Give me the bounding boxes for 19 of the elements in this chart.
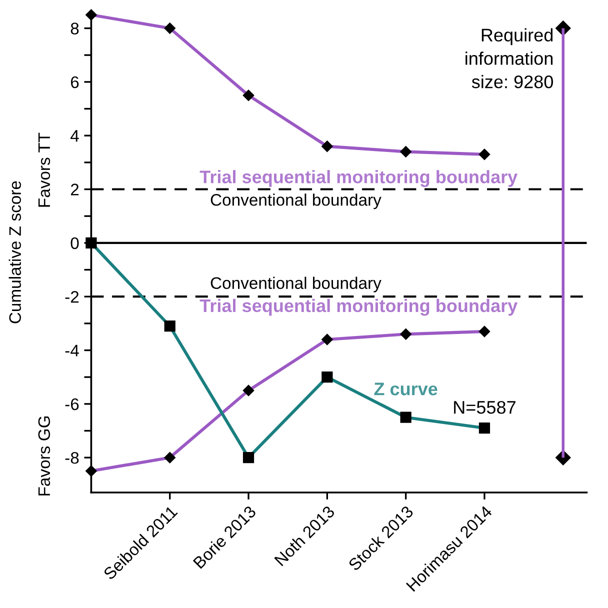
y-tick-label: 0 <box>70 237 79 250</box>
annotation: N=5587 <box>454 400 516 414</box>
y-tick-label: -2 <box>65 290 79 303</box>
annotation: Required information size: 9280 <box>466 28 553 88</box>
y-tick-label: 6 <box>70 76 79 88</box>
series-label: Trial sequential monitoring boundary <box>200 298 518 316</box>
y-axis-title: Cumulative Z score <box>8 181 22 324</box>
y-tick-label: -8 <box>65 452 79 464</box>
y-tick-label: 4 <box>70 130 79 142</box>
y-tick-label: 8 <box>70 22 79 34</box>
text: Favors GG <box>38 416 50 496</box>
y-tick-label: -6 <box>65 398 79 410</box>
y-tick-label: -4 <box>65 344 79 356</box>
ref-line-label: Conventional boundary <box>210 276 382 292</box>
text: Favors TT <box>38 132 50 207</box>
series-label: Trial sequential monitoring boundary <box>200 170 518 187</box>
series-label: Z curve <box>374 382 438 396</box>
ref-line-label: Conventional boundary <box>210 194 382 210</box>
y-tick-label: 2 <box>70 184 79 196</box>
